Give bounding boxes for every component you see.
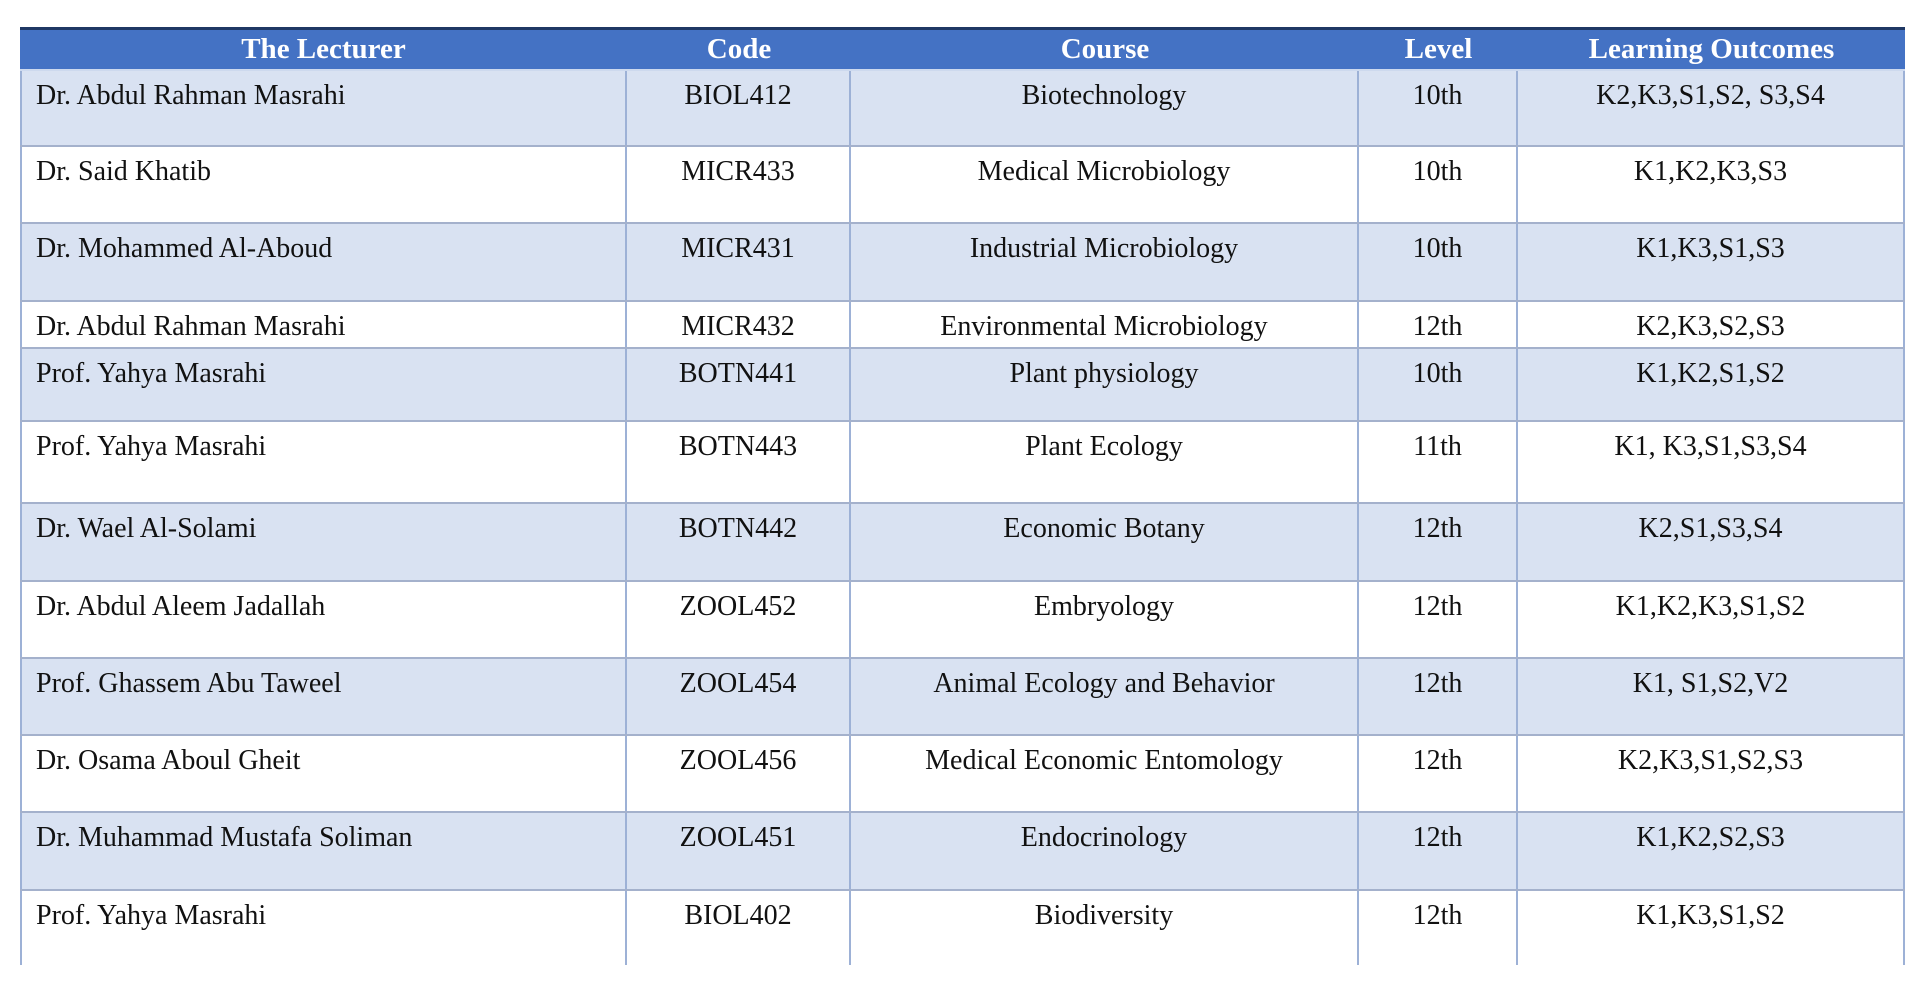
cell-lecturer: Dr. Mohammed Al-Aboud bbox=[20, 224, 627, 300]
table-row: Dr. Mohammed Al-Aboud MICR431 Industrial… bbox=[20, 224, 1905, 302]
cell-outcomes: K2,K3,S1,S2, S3,S4 bbox=[1518, 71, 1905, 145]
header-lecturer: The Lecturer bbox=[241, 33, 406, 65]
cell-course: Economic Botany bbox=[851, 504, 1359, 580]
table-header-row: The Lecturer Code Course Level Learning … bbox=[20, 30, 1905, 71]
cell-outcomes: K1,K2,S2,S3 bbox=[1518, 813, 1905, 889]
cell-code: MICR432 bbox=[627, 302, 851, 347]
cell-course: Endocrinology bbox=[851, 813, 1359, 889]
cell-level: 10th bbox=[1359, 147, 1518, 222]
header-learning-outcomes: Learning Outcomes bbox=[1588, 33, 1835, 65]
cell-code: ZOOL452 bbox=[627, 582, 851, 657]
cell-level: 10th bbox=[1359, 349, 1518, 420]
table-row: Dr. Muhammad Mustafa Soliman ZOOL451 End… bbox=[20, 813, 1905, 891]
cell-level: 12th bbox=[1359, 736, 1518, 811]
cell-lecturer: Prof. Yahya Masrahi bbox=[20, 422, 627, 502]
cell-lecturer: Dr. Abdul Aleem Jadallah bbox=[20, 582, 627, 657]
cell-code: ZOOL451 bbox=[627, 813, 851, 889]
header-code: Code bbox=[706, 33, 772, 65]
cell-course: Environmental Microbiology bbox=[851, 302, 1359, 347]
cell-code: ZOOL456 bbox=[627, 736, 851, 811]
table-row: Dr. Abdul Aleem Jadallah ZOOL452 Embryol… bbox=[20, 582, 1905, 659]
cell-course: Medical Microbiology bbox=[851, 147, 1359, 222]
cell-level: 12th bbox=[1359, 582, 1518, 657]
cell-course: Biodiversity bbox=[851, 891, 1359, 965]
cell-outcomes: K1,K2,K3,S1,S2 bbox=[1518, 582, 1905, 657]
cell-lecturer: Prof. Yahya Masrahi bbox=[20, 891, 627, 965]
cell-course: Embryology bbox=[851, 582, 1359, 657]
cell-lecturer: Dr. Abdul Rahman Masrahi bbox=[20, 71, 627, 145]
cell-outcomes: K1, K3,S1,S3,S4 bbox=[1518, 422, 1905, 502]
cell-course: Industrial Microbiology bbox=[851, 224, 1359, 300]
cell-code: BOTN442 bbox=[627, 504, 851, 580]
cell-level: 12th bbox=[1359, 504, 1518, 580]
cell-outcomes: K1, S1,S2,V2 bbox=[1518, 659, 1905, 734]
cell-outcomes: K2,K3,S1,S2,S3 bbox=[1518, 736, 1905, 811]
cell-code: BOTN443 bbox=[627, 422, 851, 502]
cell-course: Plant Ecology bbox=[851, 422, 1359, 502]
cell-code: BIOL402 bbox=[627, 891, 851, 965]
cell-outcomes: K2,K3,S2,S3 bbox=[1518, 302, 1905, 347]
table-row: Prof. Yahya Masrahi BIOL402 Biodiversity… bbox=[20, 891, 1905, 965]
cell-course: Animal Ecology and Behavior bbox=[851, 659, 1359, 734]
table-row: Dr. Osama Aboul Gheit ZOOL456 Medical Ec… bbox=[20, 736, 1905, 813]
cell-lecturer: Dr. Osama Aboul Gheit bbox=[20, 736, 627, 811]
cell-level: 11th bbox=[1359, 422, 1518, 502]
courses-table: The Lecturer Code Course Level Learning … bbox=[20, 27, 1905, 965]
cell-code: ZOOL454 bbox=[627, 659, 851, 734]
table-row: Prof. Ghassem Abu Taweel ZOOL454 Animal … bbox=[20, 659, 1905, 736]
cell-level: 12th bbox=[1359, 659, 1518, 734]
cell-outcomes: K1,K2,S1,S2 bbox=[1518, 349, 1905, 420]
cell-lecturer: Dr. Said Khatib bbox=[20, 147, 627, 222]
cell-code: BIOL412 bbox=[627, 71, 851, 145]
cell-lecturer: Prof. Ghassem Abu Taweel bbox=[20, 659, 627, 734]
table-row: Prof. Yahya Masrahi BOTN443 Plant Ecolog… bbox=[20, 422, 1905, 504]
table-row: Dr. Wael Al-Solami BOTN442 Economic Bota… bbox=[20, 504, 1905, 582]
cell-course: Biotechnology bbox=[851, 71, 1359, 145]
cell-level: 12th bbox=[1359, 813, 1518, 889]
header-level: Level bbox=[1404, 33, 1473, 65]
cell-lecturer: Dr. Wael Al-Solami bbox=[20, 504, 627, 580]
cell-course: Medical Economic Entomology bbox=[851, 736, 1359, 811]
cell-outcomes: K1,K2,K3,S3 bbox=[1518, 147, 1905, 222]
cell-course: Plant physiology bbox=[851, 349, 1359, 420]
cell-level: 10th bbox=[1359, 71, 1518, 145]
cell-outcomes: K2,S1,S3,S4 bbox=[1518, 504, 1905, 580]
cell-lecturer: Dr. Muhammad Mustafa Soliman bbox=[20, 813, 627, 889]
cell-lecturer: Dr. Abdul Rahman Masrahi bbox=[20, 302, 627, 347]
cell-outcomes: K1,K3,S1,S3 bbox=[1518, 224, 1905, 300]
cell-code: BOTN441 bbox=[627, 349, 851, 420]
cell-code: MICR431 bbox=[627, 224, 851, 300]
table-row: Dr. Said Khatib MICR433 Medical Microbio… bbox=[20, 147, 1905, 224]
cell-code: MICR433 bbox=[627, 147, 851, 222]
cell-level: 10th bbox=[1359, 224, 1518, 300]
cell-outcomes: K1,K3,S1,S2 bbox=[1518, 891, 1905, 965]
header-course: Course bbox=[1060, 33, 1150, 65]
table-row: Prof. Yahya Masrahi BOTN441 Plant physio… bbox=[20, 349, 1905, 422]
cell-level: 12th bbox=[1359, 302, 1518, 347]
table-row: Dr. Abdul Rahman Masrahi BIOL412 Biotech… bbox=[20, 71, 1905, 147]
cell-level: 12th bbox=[1359, 891, 1518, 965]
cell-lecturer: Prof. Yahya Masrahi bbox=[20, 349, 627, 420]
table-row: Dr. Abdul Rahman Masrahi MICR432 Environ… bbox=[20, 302, 1905, 349]
